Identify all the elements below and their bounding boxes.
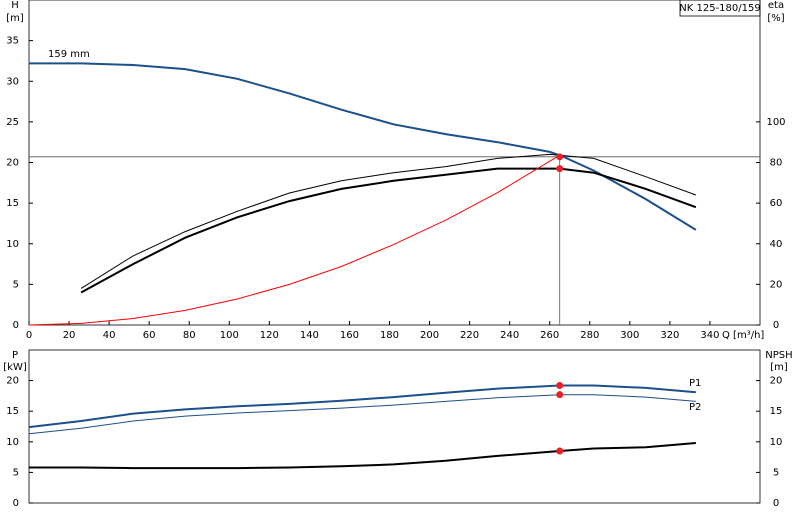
curve (28, 384, 696, 429)
y-unit: [kW] (3, 362, 27, 373)
y2-tick-label: 20 (770, 279, 783, 290)
x-tick-label: 240 (500, 330, 519, 341)
y-tick-label: 5 (13, 279, 19, 290)
y2-tick-label: 10 (770, 437, 783, 448)
duty-point (556, 153, 564, 161)
curve-label: P2 (689, 402, 701, 413)
curve (28, 394, 696, 435)
curve-label: 159 mm (48, 49, 90, 60)
y2-tick-label: 0 (773, 498, 779, 509)
y-label: P (12, 350, 18, 361)
y2-label: eta (768, 0, 784, 11)
curve (29, 442, 696, 470)
curve (80, 167, 697, 294)
x-tick-label: 220 (460, 330, 479, 341)
y2-tick-label: 40 (770, 239, 783, 250)
x-label: Q [m³/h] (722, 330, 764, 341)
curve (80, 153, 697, 289)
y-tick-label: 35 (6, 36, 19, 47)
y-tick-label: 30 (6, 76, 19, 87)
plot-frame (28, 0, 761, 326)
y2-tick-label: 20 (770, 376, 783, 387)
x-tick-label: 180 (380, 330, 399, 341)
y2-tick-label: 100 (766, 117, 785, 128)
x-tick-label: 100 (220, 330, 239, 341)
x-tick-label: 80 (183, 330, 196, 341)
y-tick-label: 10 (6, 437, 19, 448)
y2-unit: [m] (770, 362, 788, 373)
x-tick-label: 280 (580, 330, 599, 341)
y-tick-label: 25 (6, 117, 19, 128)
y-tick-label: 5 (13, 467, 19, 478)
curve-label: P1 (689, 378, 701, 389)
chart-title: NK 125-180/159 (679, 3, 760, 14)
x-tick-label: 300 (620, 330, 639, 341)
x-tick-label: 140 (300, 330, 319, 341)
x-tick-label: 340 (700, 330, 719, 341)
y-unit: [m] (6, 13, 24, 24)
y-tick-label: 0 (13, 498, 19, 509)
y-tick-label: 15 (6, 406, 19, 417)
y2-tick-label: 80 (770, 158, 783, 169)
y2-tick-label: 15 (770, 406, 783, 417)
curve (29, 62, 697, 231)
duty-point (556, 381, 564, 389)
x-tick-label: 20 (63, 330, 76, 341)
x-tick-label: 200 (420, 330, 439, 341)
y2-tick-label: 60 (770, 198, 783, 209)
x-tick-label: 120 (260, 330, 279, 341)
x-tick-label: 0 (26, 330, 32, 341)
y-tick-label: 20 (6, 376, 19, 387)
duty-point (556, 447, 564, 455)
x-tick-label: 320 (660, 330, 679, 341)
y2-label: NPSH (765, 350, 792, 361)
x-tick-label: 260 (540, 330, 559, 341)
x-tick-label: 160 (340, 330, 359, 341)
duty-point (556, 391, 564, 399)
y2-tick-label: 0 (773, 320, 779, 331)
y2-unit: [%] (767, 13, 784, 24)
curve (28, 154, 560, 326)
y-tick-label: 15 (6, 198, 19, 209)
y-tick-label: 10 (6, 239, 19, 250)
x-tick-label: 60 (143, 330, 156, 341)
duty-point (556, 165, 564, 173)
y-tick-label: 20 (6, 158, 19, 169)
plot-frame (28, 349, 761, 504)
y-label: H (11, 0, 19, 11)
y-tick-label: 0 (13, 320, 19, 331)
y2-tick-label: 5 (773, 467, 779, 478)
x-tick-label: 40 (103, 330, 116, 341)
